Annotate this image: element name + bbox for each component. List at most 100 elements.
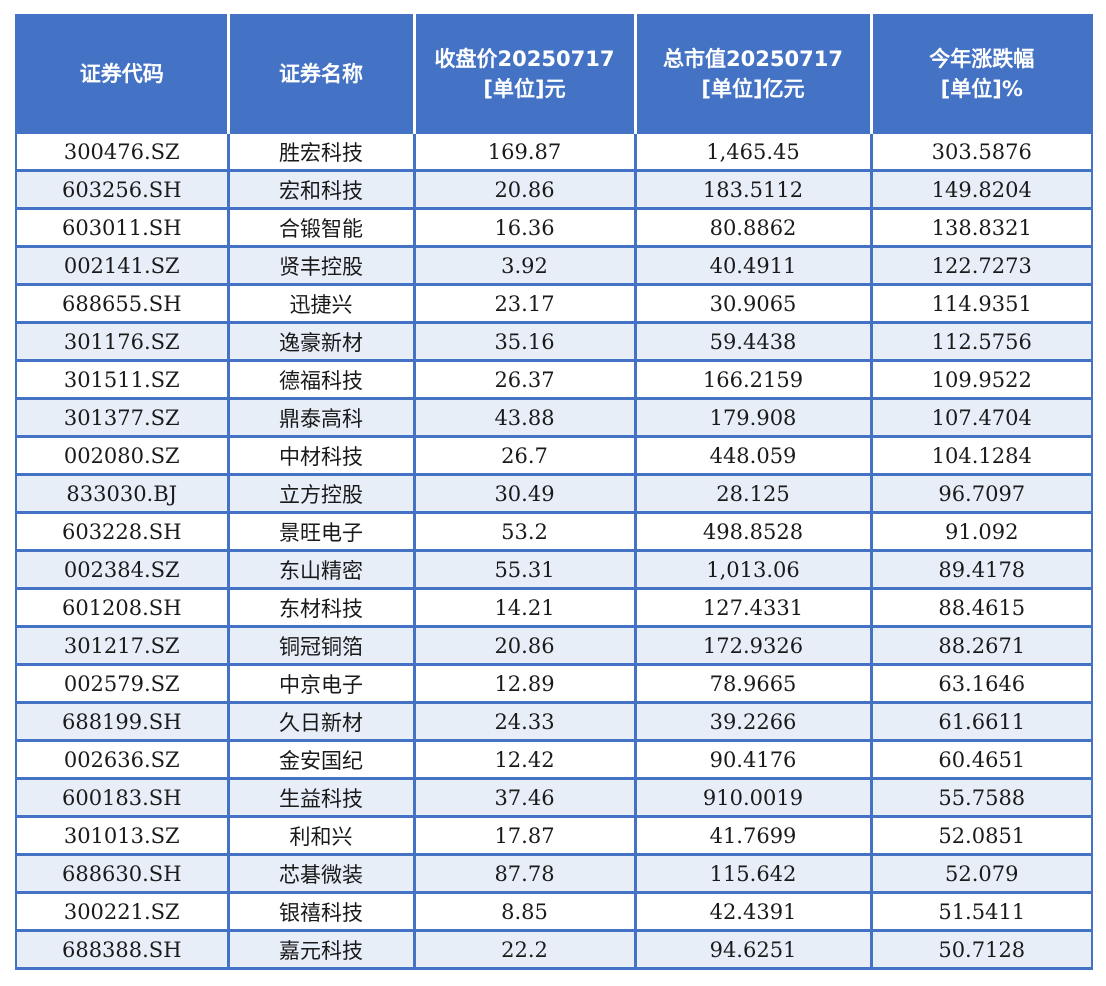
cell-ytd-change: 60.4651 bbox=[869, 740, 1093, 780]
cell-name: 嘉元科技 bbox=[226, 930, 416, 970]
column-header-close-price[interactable]: 收盘价20250717 [单位]元 bbox=[412, 14, 637, 134]
cell-market-cap: 910.0019 bbox=[633, 778, 873, 818]
cell-code: 002141.SZ bbox=[15, 246, 230, 286]
cell-market-cap: 166.2159 bbox=[633, 360, 873, 400]
cell-name: 铜冠铜箔 bbox=[226, 626, 416, 666]
table-row[interactable]: 002141.SZ 贤丰控股 3.92 40.4911 122.7273 bbox=[15, 246, 1093, 286]
cell-market-cap: 498.8528 bbox=[633, 512, 873, 552]
cell-ytd-change: 51.5411 bbox=[869, 892, 1093, 932]
cell-name: 久日新材 bbox=[226, 702, 416, 742]
table-row[interactable]: 300221.SZ 银禧科技 8.85 42.4391 51.5411 bbox=[15, 892, 1093, 932]
cell-market-cap: 1,465.45 bbox=[633, 132, 873, 172]
cell-ytd-change: 122.7273 bbox=[869, 246, 1093, 286]
cell-close-price: 8.85 bbox=[412, 892, 637, 932]
table-row[interactable]: 002636.SZ 金安国纪 12.42 90.4176 60.4651 bbox=[15, 740, 1093, 780]
cell-market-cap: 78.9665 bbox=[633, 664, 873, 704]
cell-name: 生益科技 bbox=[226, 778, 416, 818]
table-row[interactable]: 688655.SH 迅捷兴 23.17 30.9065 114.9351 bbox=[15, 284, 1093, 324]
table-row[interactable]: 603228.SH 景旺电子 53.2 498.8528 91.092 bbox=[15, 512, 1093, 552]
stock-table-container: 证券代码 证券名称 收盘价20250717 [单位]元 总市值20250717 [单… bbox=[15, 14, 1093, 970]
table-row[interactable]: 600183.SH 生益科技 37.46 910.0019 55.7588 bbox=[15, 778, 1093, 818]
table-row[interactable]: 002579.SZ 中京电子 12.89 78.9665 63.1646 bbox=[15, 664, 1093, 704]
cell-close-price: 22.2 bbox=[412, 930, 637, 970]
cell-market-cap: 127.4331 bbox=[633, 588, 873, 628]
cell-close-price: 20.86 bbox=[412, 170, 637, 210]
cell-code: 002384.SZ bbox=[15, 550, 230, 590]
cell-name: 胜宏科技 bbox=[226, 132, 416, 172]
cell-ytd-change: 104.1284 bbox=[869, 436, 1093, 476]
table-row[interactable]: 301176.SZ 逸豪新材 35.16 59.4438 112.5756 bbox=[15, 322, 1093, 362]
cell-ytd-change: 91.092 bbox=[869, 512, 1093, 552]
cell-code: 603228.SH bbox=[15, 512, 230, 552]
cell-name: 中材科技 bbox=[226, 436, 416, 476]
cell-close-price: 37.46 bbox=[412, 778, 637, 818]
cell-ytd-change: 107.4704 bbox=[869, 398, 1093, 438]
cell-code: 002636.SZ bbox=[15, 740, 230, 780]
cell-code: 300221.SZ bbox=[15, 892, 230, 932]
cell-name: 宏和科技 bbox=[226, 170, 416, 210]
cell-close-price: 24.33 bbox=[412, 702, 637, 742]
table-row[interactable]: 301377.SZ 鼎泰高科 43.88 179.908 107.4704 bbox=[15, 398, 1093, 438]
column-header-market-cap[interactable]: 总市值20250717 [单位]亿元 bbox=[633, 14, 873, 134]
cell-market-cap: 39.2266 bbox=[633, 702, 873, 742]
table-row[interactable]: 688388.SH 嘉元科技 22.2 94.6251 50.7128 bbox=[15, 930, 1093, 970]
cell-close-price: 12.42 bbox=[412, 740, 637, 780]
cell-market-cap: 183.5112 bbox=[633, 170, 873, 210]
cell-ytd-change: 55.7588 bbox=[869, 778, 1093, 818]
cell-code: 833030.BJ bbox=[15, 474, 230, 514]
cell-close-price: 43.88 bbox=[412, 398, 637, 438]
cell-ytd-change: 88.2671 bbox=[869, 626, 1093, 666]
table-row[interactable]: 301217.SZ 铜冠铜箔 20.86 172.9326 88.2671 bbox=[15, 626, 1093, 666]
table-row[interactable]: 603011.SH 合锻智能 16.36 80.8862 138.8321 bbox=[15, 208, 1093, 248]
cell-close-price: 12.89 bbox=[412, 664, 637, 704]
column-header-name[interactable]: 证券名称 bbox=[226, 14, 416, 134]
cell-market-cap: 41.7699 bbox=[633, 816, 873, 856]
cell-close-price: 3.92 bbox=[412, 246, 637, 286]
cell-market-cap: 80.8862 bbox=[633, 208, 873, 248]
cell-market-cap: 94.6251 bbox=[633, 930, 873, 970]
cell-code: 301511.SZ bbox=[15, 360, 230, 400]
cell-market-cap: 172.9326 bbox=[633, 626, 873, 666]
cell-ytd-change: 89.4178 bbox=[869, 550, 1093, 590]
table-row[interactable]: 300476.SZ 胜宏科技 169.87 1,465.45 303.5876 bbox=[15, 132, 1093, 172]
table-row[interactable]: 301013.SZ 利和兴 17.87 41.7699 52.0851 bbox=[15, 816, 1093, 856]
cell-name: 银禧科技 bbox=[226, 892, 416, 932]
table-row[interactable]: 301511.SZ 德福科技 26.37 166.2159 109.9522 bbox=[15, 360, 1093, 400]
table-body: 300476.SZ 胜宏科技 169.87 1,465.45 303.5876 60325… bbox=[15, 132, 1093, 970]
table-row[interactable]: 688630.SH 芯碁微装 87.78 115.642 52.079 bbox=[15, 854, 1093, 894]
table-row[interactable]: 002080.SZ 中材科技 26.7 448.059 104.1284 bbox=[15, 436, 1093, 476]
cell-name: 迅捷兴 bbox=[226, 284, 416, 324]
cell-name: 中京电子 bbox=[226, 664, 416, 704]
cell-close-price: 30.49 bbox=[412, 474, 637, 514]
cell-name: 景旺电子 bbox=[226, 512, 416, 552]
cell-close-price: 87.78 bbox=[412, 854, 637, 894]
cell-ytd-change: 112.5756 bbox=[869, 322, 1093, 362]
cell-close-price: 20.86 bbox=[412, 626, 637, 666]
table-row[interactable]: 002384.SZ 东山精密 55.31 1,013.06 89.4178 bbox=[15, 550, 1093, 590]
cell-code: 688388.SH bbox=[15, 930, 230, 970]
table-row[interactable]: 833030.BJ 立方控股 30.49 28.125 96.7097 bbox=[15, 474, 1093, 514]
cell-market-cap: 448.059 bbox=[633, 436, 873, 476]
cell-code: 600183.SH bbox=[15, 778, 230, 818]
column-header-ytd-change[interactable]: 今年涨跌幅 [单位]% bbox=[869, 14, 1093, 134]
cell-code: 300476.SZ bbox=[15, 132, 230, 172]
column-header-code[interactable]: 证券代码 bbox=[15, 14, 230, 134]
cell-market-cap: 30.9065 bbox=[633, 284, 873, 324]
cell-ytd-change: 61.6611 bbox=[869, 702, 1093, 742]
cell-market-cap: 28.125 bbox=[633, 474, 873, 514]
cell-code: 688199.SH bbox=[15, 702, 230, 742]
cell-name: 逸豪新材 bbox=[226, 322, 416, 362]
cell-market-cap: 59.4438 bbox=[633, 322, 873, 362]
cell-ytd-change: 52.0851 bbox=[869, 816, 1093, 856]
cell-code: 301217.SZ bbox=[15, 626, 230, 666]
cell-code: 002080.SZ bbox=[15, 436, 230, 476]
cell-name: 芯碁微装 bbox=[226, 854, 416, 894]
cell-ytd-change: 149.8204 bbox=[869, 170, 1093, 210]
table-row[interactable]: 688199.SH 久日新材 24.33 39.2266 61.6611 bbox=[15, 702, 1093, 742]
cell-market-cap: 1,013.06 bbox=[633, 550, 873, 590]
cell-code: 688630.SH bbox=[15, 854, 230, 894]
table-row[interactable]: 603256.SH 宏和科技 20.86 183.5112 149.8204 bbox=[15, 170, 1093, 210]
cell-close-price: 26.7 bbox=[412, 436, 637, 476]
cell-close-price: 35.16 bbox=[412, 322, 637, 362]
table-row[interactable]: 601208.SH 东材科技 14.21 127.4331 88.4615 bbox=[15, 588, 1093, 628]
